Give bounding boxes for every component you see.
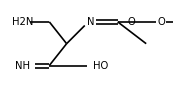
Text: HO: HO <box>93 61 108 71</box>
Text: N: N <box>87 17 95 27</box>
Text: O: O <box>128 17 135 27</box>
Text: NH: NH <box>15 61 30 71</box>
Text: H2N: H2N <box>12 17 34 27</box>
Text: O: O <box>157 17 165 27</box>
